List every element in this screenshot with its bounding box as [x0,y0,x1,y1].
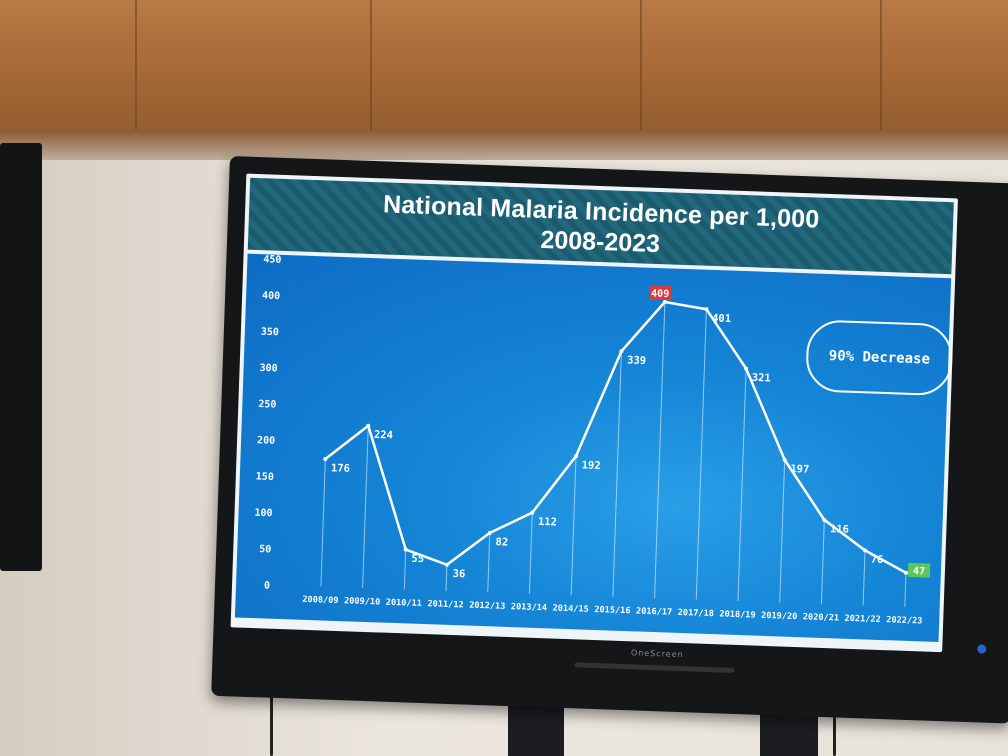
data-point [822,517,827,522]
y-tick-label: 250 [258,399,276,411]
line-chart: 0 50 100 150 200 250 300 350 400 450 176 224 55 36 82 1… [254,254,931,626]
data-point [323,457,328,462]
drop-line [862,550,866,606]
data-label: 339 [627,354,646,367]
data-point [704,307,709,312]
data-label: 47 [913,566,925,577]
drop-line [362,425,369,588]
display-screen: National Malaria Incidence per 1,000 200… [230,173,958,653]
drop-line [320,458,326,587]
x-tick-label: 2010/11 [386,598,423,609]
data-label: 76 [870,554,883,566]
data-point [444,562,449,567]
x-tick-label: 2018/19 [719,609,756,620]
x-tick-label: 2017/18 [678,608,715,619]
decrease-annotation: 90% Decrease [805,319,954,397]
drop-line [695,309,707,600]
data-point [744,366,749,371]
adjacent-screen [0,143,42,571]
plot-area: 0 50 100 150 200 250 300 350 400 450 176 224 55 36 82 1… [234,253,954,643]
data-label: 192 [581,459,600,472]
x-tick-label: 2020/21 [803,612,840,623]
data-label: 176 [331,462,350,475]
data-label-badge [907,562,931,578]
x-tick-label: 2008/09 [302,595,339,606]
data-point [662,299,667,304]
y-tick-label: 350 [261,327,279,339]
data-point [403,547,408,552]
data-point [530,510,535,515]
data-point [619,349,624,354]
ceiling-panels [0,0,1008,150]
data-label: 55 [411,553,424,565]
data-label: 224 [374,429,393,442]
x-tick-label: 2014/15 [552,604,589,615]
y-tick-label: 50 [259,544,271,555]
drop-line [904,572,907,607]
cable-left [270,690,273,756]
x-tick-label: 2022/23 [886,615,923,626]
x-tick-label: 2016/17 [636,606,673,617]
y-tick-label: 400 [262,290,280,302]
tv-brand-logo: OneScreen [630,648,684,660]
drop-line [403,549,407,590]
drop-line [737,368,747,602]
x-tick-label: 2015/16 [594,605,631,616]
data-label: 401 [712,312,731,325]
data-point [863,548,868,553]
y-tick-label: 450 [263,254,281,266]
data-label: 409 [651,288,669,300]
tv-bottom-bar [574,662,735,673]
y-tick-label: 100 [254,508,272,520]
power-led-icon [977,644,987,654]
tv-monitor: National Malaria Incidence per 1,000 200… [211,156,1008,724]
drop-line [779,459,786,603]
data-point [574,454,579,459]
data-label-badge [648,285,672,301]
y-tick-label: 300 [259,363,277,375]
drop-line [654,301,666,599]
drop-line [487,532,491,593]
data-label: 197 [790,463,809,476]
y-tick-label: 150 [256,471,274,483]
drop-line [570,456,577,596]
x-tick-label: 2021/22 [844,614,881,625]
data-label: 36 [452,568,465,580]
x-tick-label: 2011/12 [427,599,464,610]
data-point [903,570,908,575]
data-point [782,457,787,462]
x-tick-label: 2012/13 [469,601,506,612]
data-label: 321 [752,372,771,385]
data-label: 112 [538,516,557,529]
x-tick-label: 2013/14 [511,602,548,613]
y-tick-label: 200 [257,435,275,447]
x-tick-label: 2009/10 [344,596,381,607]
drop-line [820,519,825,604]
data-label: 82 [495,536,508,548]
drop-line [612,351,622,597]
drop-line [445,564,448,591]
y-tick-label: 0 [264,580,270,591]
data-label: 116 [830,523,849,536]
data-point [487,530,492,535]
x-tick-label: 2019/20 [761,611,798,622]
drop-line [528,512,533,594]
data-point [366,423,371,428]
